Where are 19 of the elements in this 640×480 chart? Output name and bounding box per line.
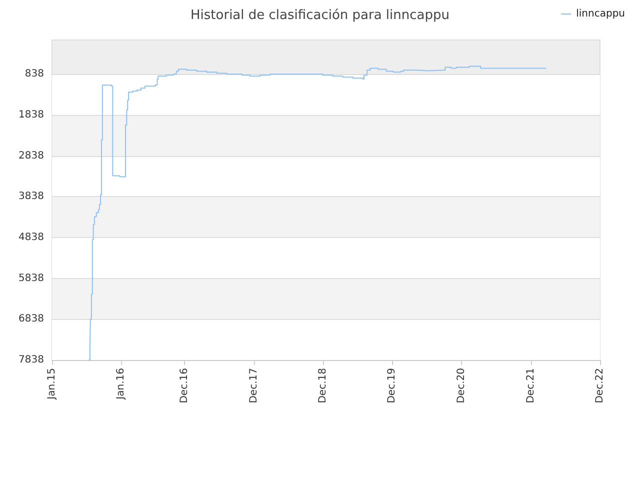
x-tick-label: Dec.21 xyxy=(525,368,536,404)
y-tick-label: 7838 xyxy=(18,354,44,366)
y-tick-label: 5838 xyxy=(18,272,44,284)
y-tick-label: 2838 xyxy=(18,150,44,162)
x-tick-label: Dec.22 xyxy=(594,368,606,404)
x-tick-label: Dec.17 xyxy=(248,368,260,404)
x-tick-label: Jan.16 xyxy=(116,368,127,400)
x-tick-label: Dec.19 xyxy=(386,368,398,404)
x-tick-label: Dec.20 xyxy=(456,368,468,404)
x-tick-label: Jan.15 xyxy=(46,368,58,400)
y-tick-label: 6838 xyxy=(18,314,44,325)
x-tick-label: Dec.16 xyxy=(179,368,190,404)
y-tick-label: 4838 xyxy=(18,232,44,244)
y-tick-label: 838 xyxy=(24,68,44,80)
y-tick-label: 3838 xyxy=(18,191,44,202)
y-tick-label: 1838 xyxy=(18,110,44,121)
x-tick-label: Dec.18 xyxy=(318,368,329,404)
chart-title: Historial de clasificación para linncappu xyxy=(190,8,450,23)
legend-label: linncappu xyxy=(576,8,626,20)
